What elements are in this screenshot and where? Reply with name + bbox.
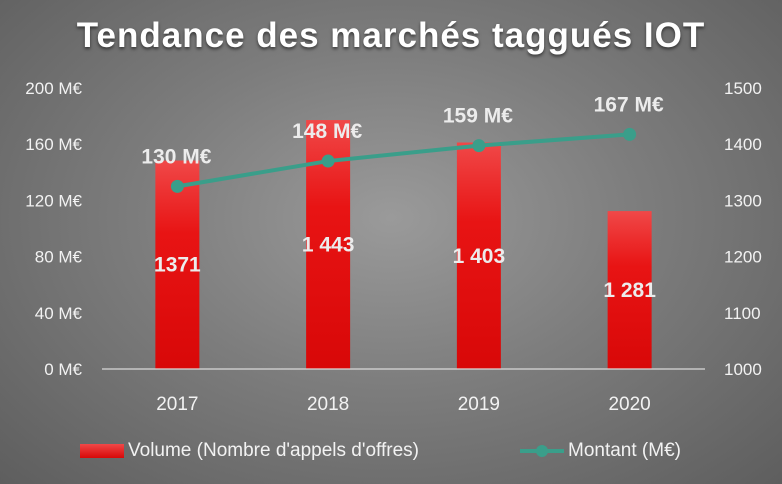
line-value-label: 148 M€ — [292, 120, 362, 143]
left-axis-tick-label: 200 M€ — [25, 79, 82, 98]
legend-line-swatch — [520, 445, 564, 457]
legend-item-volume: Volume (Nombre d'appels d'offres) — [80, 436, 419, 466]
legend: Volume (Nombre d'appels d'offres) Montan… — [0, 436, 782, 466]
bar-value-label: 1 403 — [453, 245, 506, 268]
bar-2019 — [456, 142, 501, 369]
labels-layer: 1371 1 443 1 403 1 281 130 M€ 148 M€ 159 M€ 167… — [141, 93, 664, 302]
line-value-label: 159 M€ — [443, 105, 513, 128]
line-point-2019 — [472, 139, 486, 153]
line-point-2018 — [321, 154, 335, 168]
line-point-2020 — [623, 127, 637, 141]
x-axis-tick-label: 2019 — [458, 394, 500, 415]
left-axis-tick-label: 0 M€ — [44, 360, 82, 379]
bar-value-label: 1 443 — [302, 234, 355, 257]
axes-layer: 0 M€ 40 M€ 80 M€ 120 M€ 160 M€ 200 M€ 1000 1100… — [25, 79, 762, 415]
bars-layer — [155, 120, 652, 369]
x-axis-tick-label: 2018 — [307, 394, 349, 415]
bar-2020 — [607, 211, 652, 369]
left-axis-tick-label: 160 M€ — [25, 135, 82, 154]
bar-value-label: 1 281 — [603, 279, 656, 302]
chart-title: Tendance des marchés taggués IOT — [76, 16, 706, 55]
left-axis-tick-label: 80 M€ — [35, 248, 83, 267]
right-axis-tick-label: 1300 — [724, 191, 762, 210]
right-axis-tick-label: 1100 — [724, 304, 761, 323]
left-axis-tick-label: 120 M€ — [25, 191, 82, 210]
left-axis-tick-label: 40 M€ — [35, 304, 83, 323]
right-axis-tick-label: 1500 — [724, 79, 762, 98]
line-value-label: 130 M€ — [141, 145, 211, 168]
legend-item-montant: Montant (M€) — [520, 436, 681, 466]
line-point-2017 — [170, 179, 184, 193]
legend-bar-swatch — [80, 444, 124, 458]
line-value-label: 167 M€ — [594, 93, 664, 116]
right-axis-tick-label: 1000 — [724, 360, 762, 379]
legend-label-volume: Volume (Nombre d'appels d'offres) — [128, 440, 419, 461]
x-axis-tick-label: 2017 — [156, 394, 198, 415]
right-axis-tick-label: 1400 — [724, 135, 762, 154]
right-axis-tick-label: 1200 — [724, 248, 762, 267]
bar-value-label: 1371 — [154, 254, 201, 277]
x-axis-tick-label: 2020 — [608, 394, 650, 415]
line-montant — [177, 132, 630, 189]
legend-label-montant: Montant (M€) — [568, 440, 681, 461]
line-layer — [170, 127, 637, 193]
bar-2017 — [155, 160, 200, 369]
